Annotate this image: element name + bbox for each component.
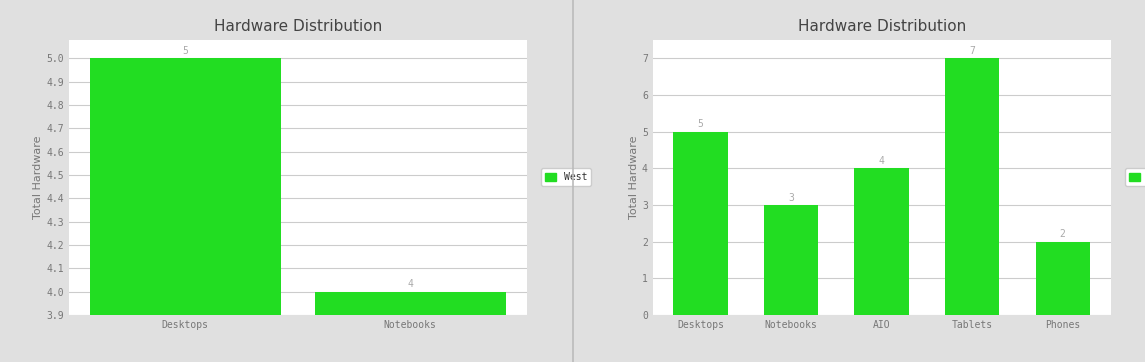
Text: 2: 2: [1060, 230, 1066, 239]
Bar: [89, 59, 281, 362]
Bar: [673, 131, 728, 315]
Bar: [1035, 241, 1090, 315]
Bar: [315, 292, 506, 362]
Text: 4: 4: [878, 156, 885, 166]
Bar: [945, 58, 1000, 315]
Bar: [854, 168, 909, 315]
Bar: [764, 205, 819, 315]
Text: 7: 7: [969, 46, 976, 56]
Title: Hardware Distribution: Hardware Distribution: [214, 20, 381, 34]
Text: 4: 4: [408, 279, 413, 290]
Y-axis label: Total Hardware: Total Hardware: [629, 136, 639, 219]
Legend: West: West: [540, 168, 592, 186]
Text: 5: 5: [182, 46, 188, 56]
Legend: West: West: [1124, 168, 1145, 186]
Y-axis label: Total Hardware: Total Hardware: [33, 136, 44, 219]
Text: 5: 5: [697, 119, 703, 129]
Title: Hardware Distribution: Hardware Distribution: [798, 20, 965, 34]
Text: 3: 3: [788, 193, 795, 203]
